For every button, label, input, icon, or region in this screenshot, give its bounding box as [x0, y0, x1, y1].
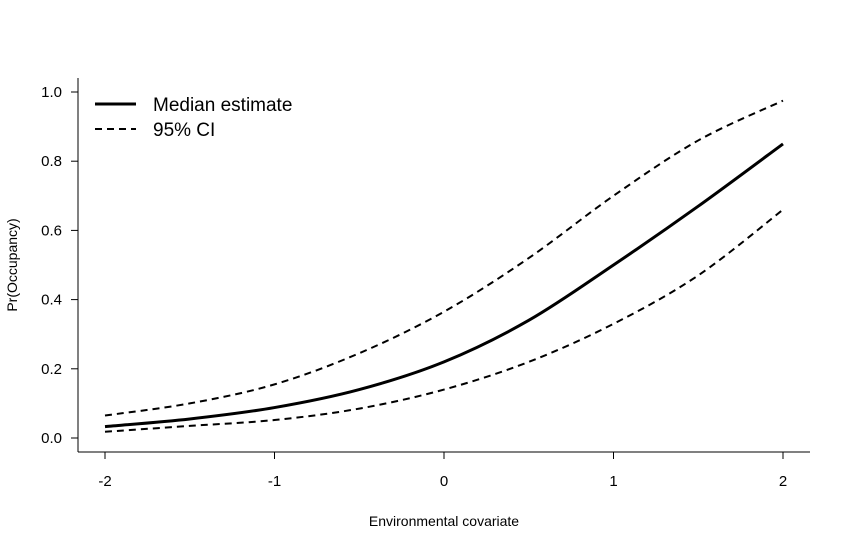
y-tick-label: 0.2 [41, 361, 62, 378]
y-tick-label: 0.6 [41, 222, 62, 239]
legend-label-median: Median estimate [153, 95, 292, 116]
x-tick-label: -2 [98, 473, 111, 490]
legend: Median estimate 95% CI [95, 95, 292, 141]
x-ticks: -2 -1 0 1 2 [98, 452, 787, 490]
x-tick-label: -1 [268, 473, 281, 490]
x-tick-label: 2 [779, 473, 787, 490]
legend-label-ci: 95% CI [153, 120, 215, 141]
series-line-median [104, 142, 784, 429]
y-tick-label: 1.0 [41, 84, 62, 101]
x-axis-title: Environmental covariate [369, 513, 519, 529]
y-tick-label: 0.0 [41, 430, 62, 447]
x-tick-label: 0 [440, 473, 448, 490]
y-tick-label: 0.8 [41, 153, 62, 170]
y-ticks: 0.0 0.2 0.4 0.6 0.8 1.0 [41, 84, 78, 447]
series-group [104, 99, 784, 433]
series-line-ci-upper [104, 99, 784, 417]
y-axis-title: Pr(Occupancy) [4, 218, 20, 311]
series-line-ci-lower [104, 208, 784, 433]
x-tick-label: 1 [609, 473, 617, 490]
y-tick-label: 0.4 [41, 292, 62, 309]
